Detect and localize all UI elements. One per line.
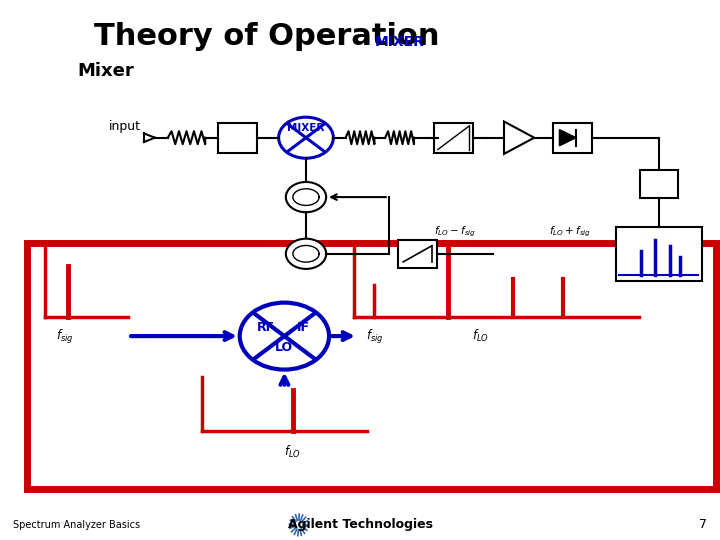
Bar <box>553 123 593 152</box>
Circle shape <box>240 302 329 369</box>
Bar <box>640 170 678 198</box>
Text: $f_{LO}-f_{sig}$: $f_{LO}-f_{sig}$ <box>434 225 476 239</box>
Text: $f_{sig}$: $f_{sig}$ <box>56 328 73 346</box>
Text: 7: 7 <box>699 518 707 531</box>
Text: MIXER: MIXER <box>287 123 325 133</box>
Bar <box>217 123 258 152</box>
Bar <box>616 227 702 281</box>
Text: Mixer: Mixer <box>78 62 135 80</box>
Bar <box>433 123 474 152</box>
Text: $f_{LO}$: $f_{LO}$ <box>284 444 301 460</box>
Text: Spectrum Analyzer Basics: Spectrum Analyzer Basics <box>13 520 140 530</box>
Text: $f_{LO}$: $f_{LO}$ <box>472 328 489 344</box>
Text: $f_{sig}$: $f_{sig}$ <box>366 328 383 346</box>
Circle shape <box>286 239 326 269</box>
Circle shape <box>279 117 333 158</box>
Text: $f_{LO}+f_{sig}$: $f_{LO}+f_{sig}$ <box>549 225 591 239</box>
Text: input: input <box>109 120 140 133</box>
Text: MIXER: MIXER <box>374 35 424 49</box>
Circle shape <box>286 182 326 212</box>
Text: Agilent Technologies: Agilent Technologies <box>287 518 433 531</box>
Text: Theory of Operation: Theory of Operation <box>94 22 439 51</box>
Bar <box>27 243 716 489</box>
Polygon shape <box>559 130 576 146</box>
Text: RF: RF <box>256 321 275 334</box>
Bar <box>397 240 438 268</box>
Polygon shape <box>504 122 534 154</box>
Text: IF: IF <box>297 321 310 334</box>
Text: LO: LO <box>275 341 294 354</box>
